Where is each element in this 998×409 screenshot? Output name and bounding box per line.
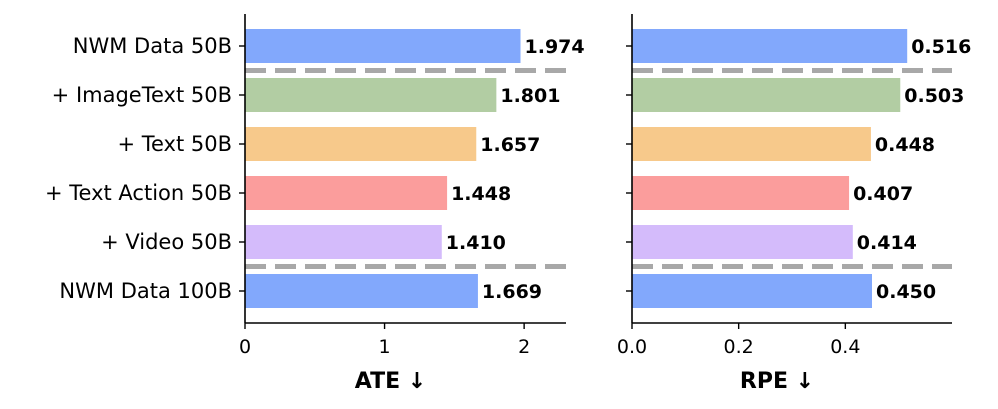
- ate-bar-1: [245, 78, 497, 112]
- ate-value-label-2: 1.657: [480, 134, 540, 156]
- ate-bar-3: [245, 176, 448, 210]
- rpe-bar-2: [632, 127, 871, 161]
- category-label-2: + Text 50B: [117, 132, 232, 156]
- rpe-x-tick-label-1: 0.2: [724, 336, 754, 358]
- rpe-value-label-2: 0.448: [875, 134, 935, 156]
- rpe-x-tick-label-2: 0.4: [830, 336, 860, 358]
- ate-x-tick-label-0: 0: [239, 336, 251, 358]
- ate-x-tick-label-1: 1: [379, 336, 391, 358]
- rpe-bar-1: [632, 78, 901, 112]
- rpe-bar-5: [632, 274, 872, 308]
- rpe-value-label-0: 0.516: [911, 36, 971, 58]
- rpe-x-tick-label-0: 0.0: [617, 336, 647, 358]
- ate-bar-4: [245, 225, 442, 259]
- rpe-x-axis-title: RPE ↓: [740, 369, 814, 394]
- rpe-bar-0: [632, 29, 908, 63]
- category-label-4: + Video 50B: [101, 230, 232, 254]
- rpe-value-label-1: 0.503: [904, 85, 964, 107]
- category-label-1: + ImageText 50B: [52, 83, 232, 107]
- rpe-value-label-4: 0.414: [857, 232, 917, 254]
- ate-value-label-5: 1.669: [482, 281, 542, 303]
- category-label-0: NWM Data 50B: [73, 34, 232, 58]
- rpe-bar-3: [632, 176, 850, 210]
- rpe-value-label-3: 0.407: [853, 183, 913, 205]
- ate-value-label-3: 1.448: [451, 183, 511, 205]
- ate-value-label-4: 1.410: [446, 232, 506, 254]
- category-label-3: + Text Action 50B: [45, 181, 232, 205]
- rpe-value-label-5: 0.450: [876, 281, 936, 303]
- ate-bar-2: [245, 127, 477, 161]
- ate-x-axis-title: ATE ↓: [355, 369, 426, 394]
- ate-bar-0: [245, 29, 521, 63]
- ate-value-label-1: 1.801: [500, 85, 560, 107]
- ate-bar-5: [245, 274, 478, 308]
- rpe-bar-4: [632, 225, 853, 259]
- ate-value-label-0: 1.974: [525, 36, 585, 58]
- ate-x-tick-label-2: 2: [518, 336, 530, 358]
- category-label-5: NWM Data 100B: [59, 279, 232, 303]
